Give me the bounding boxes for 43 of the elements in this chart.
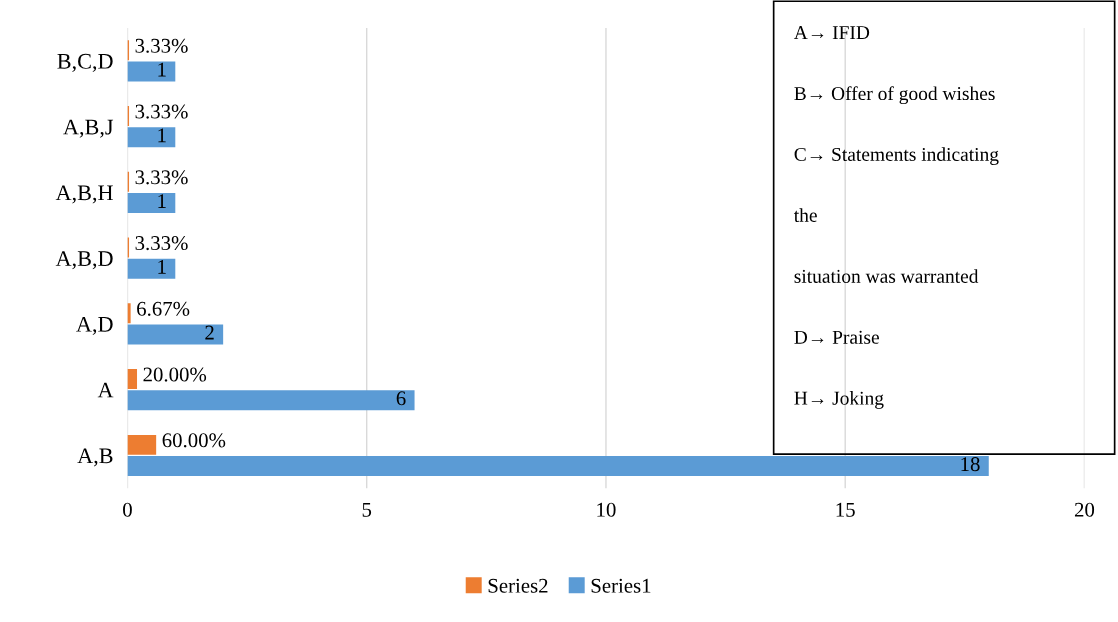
data-label: 3.33% <box>135 38 188 53</box>
bar <box>127 324 224 345</box>
x-tick-label: 15 <box>836 502 855 517</box>
data-label: 2 <box>205 325 214 340</box>
y-tick-label: A,B,H <box>55 185 113 204</box>
annotation: H→ Joking <box>794 391 884 409</box>
annotation: A→ IFID <box>793 26 870 39</box>
data-label: 1 <box>158 194 166 208</box>
bar <box>127 258 176 279</box>
y-tick-label: A,B <box>77 448 113 467</box>
bar <box>127 390 415 411</box>
bar <box>127 127 176 148</box>
text: C→ Statements indicating the situation was warranted <box>793 147 999 283</box>
y-tick-label: A,B,J <box>63 119 114 138</box>
bar <box>127 61 176 82</box>
bar <box>127 303 131 324</box>
legend-label: Series1 <box>591 578 651 593</box>
annotation: B→ Offer of good wishes <box>794 86 995 105</box>
y-tick-label: A,D <box>76 316 113 336</box>
annotation: D→ Praise <box>794 330 879 344</box>
bar <box>127 455 989 476</box>
y-tick-label: A <box>97 382 114 398</box>
data-label: 1 <box>158 259 166 274</box>
data-label: 3.33% <box>135 104 188 119</box>
y-tick-label: B,C,D <box>57 53 113 72</box>
data-label: 3.33% <box>135 235 188 251</box>
x-tick-label: 20 <box>1074 502 1095 517</box>
bar <box>127 192 176 213</box>
data-label: 1 <box>158 62 166 77</box>
data-label: 18 <box>961 457 980 472</box>
x-tick-label: 0 <box>123 502 132 517</box>
x-tick-label: 5 <box>362 502 372 517</box>
y-tick-label: A,B,D <box>55 251 113 270</box>
data-label: 1 <box>158 128 166 143</box>
x-tick-label: 10 <box>597 502 616 517</box>
data-label: 20.00% <box>143 367 207 382</box>
bar <box>127 369 138 390</box>
data-label: 6.67% <box>137 301 190 316</box>
data-label: 60.00% <box>162 433 226 448</box>
data-label: 6 <box>396 391 406 406</box>
bar <box>127 434 157 455</box>
data-label: 3.33% <box>135 170 188 185</box>
legend-label: Series2 <box>488 578 548 593</box>
